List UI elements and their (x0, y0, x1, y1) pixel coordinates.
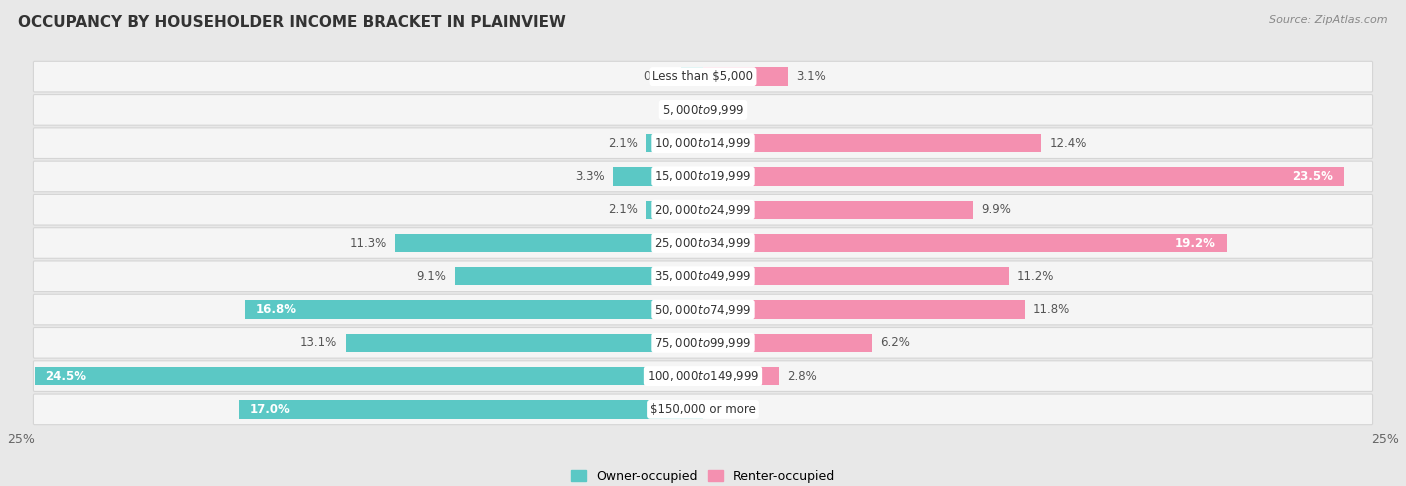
Text: 12.4%: 12.4% (1049, 137, 1087, 150)
Text: $25,000 to $34,999: $25,000 to $34,999 (654, 236, 752, 250)
Bar (346, 334, 703, 352)
FancyBboxPatch shape (34, 261, 1372, 292)
FancyBboxPatch shape (34, 95, 1372, 125)
Bar (239, 400, 703, 418)
Bar (613, 167, 703, 186)
Text: $10,000 to $14,999: $10,000 to $14,999 (654, 136, 752, 150)
Text: 3.1%: 3.1% (796, 70, 825, 83)
Text: 9.9%: 9.9% (981, 203, 1011, 216)
Text: OCCUPANCY BY HOUSEHOLDER INCOME BRACKET IN PLAINVIEW: OCCUPANCY BY HOUSEHOLDER INCOME BRACKET … (18, 15, 567, 30)
Text: $35,000 to $49,999: $35,000 to $49,999 (654, 269, 752, 283)
FancyBboxPatch shape (34, 128, 1372, 158)
Text: 6.2%: 6.2% (880, 336, 910, 349)
Text: 11.8%: 11.8% (1033, 303, 1070, 316)
FancyBboxPatch shape (34, 161, 1372, 192)
Text: 0.0%: 0.0% (711, 403, 741, 416)
Bar (703, 334, 872, 352)
FancyBboxPatch shape (34, 194, 1372, 225)
Bar (703, 300, 1025, 319)
Text: 11.2%: 11.2% (1017, 270, 1054, 283)
Text: Source: ZipAtlas.com: Source: ZipAtlas.com (1270, 15, 1388, 25)
Text: 2.1%: 2.1% (607, 203, 637, 216)
Text: 13.1%: 13.1% (299, 336, 337, 349)
Bar (703, 234, 1227, 252)
Text: $150,000 or more: $150,000 or more (650, 403, 756, 416)
Bar (703, 267, 1008, 285)
Legend: Owner-occupied, Renter-occupied: Owner-occupied, Renter-occupied (567, 465, 839, 486)
FancyBboxPatch shape (34, 294, 1372, 325)
Text: $20,000 to $24,999: $20,000 to $24,999 (654, 203, 752, 217)
Text: 17.0%: 17.0% (250, 403, 291, 416)
Text: 0.8%: 0.8% (644, 70, 673, 83)
Text: 2.1%: 2.1% (607, 137, 637, 150)
Text: Less than $5,000: Less than $5,000 (652, 70, 754, 83)
Bar (35, 367, 703, 385)
Bar (645, 201, 703, 219)
Text: 23.5%: 23.5% (1292, 170, 1333, 183)
Text: 2.8%: 2.8% (787, 369, 817, 382)
Bar (703, 68, 787, 86)
Bar (703, 134, 1042, 152)
Bar (245, 300, 703, 319)
FancyBboxPatch shape (34, 228, 1372, 258)
FancyBboxPatch shape (34, 328, 1372, 358)
Text: $50,000 to $74,999: $50,000 to $74,999 (654, 303, 752, 316)
Text: 19.2%: 19.2% (1175, 237, 1216, 249)
Text: $5,000 to $9,999: $5,000 to $9,999 (662, 103, 744, 117)
Text: 3.3%: 3.3% (575, 170, 605, 183)
FancyBboxPatch shape (34, 61, 1372, 92)
Text: $75,000 to $99,999: $75,000 to $99,999 (654, 336, 752, 350)
Bar (703, 201, 973, 219)
Text: $100,000 to $149,999: $100,000 to $149,999 (647, 369, 759, 383)
Text: 9.1%: 9.1% (416, 270, 447, 283)
Text: 11.3%: 11.3% (349, 237, 387, 249)
Bar (395, 234, 703, 252)
Bar (703, 167, 1344, 186)
Text: 0.0%: 0.0% (665, 104, 695, 117)
Bar (645, 134, 703, 152)
Text: 16.8%: 16.8% (256, 303, 297, 316)
Bar (681, 68, 703, 86)
FancyBboxPatch shape (34, 394, 1372, 425)
Text: 0.0%: 0.0% (711, 104, 741, 117)
Text: 24.5%: 24.5% (45, 369, 86, 382)
FancyBboxPatch shape (34, 361, 1372, 391)
Bar (703, 367, 779, 385)
Text: $15,000 to $19,999: $15,000 to $19,999 (654, 170, 752, 183)
Bar (454, 267, 703, 285)
